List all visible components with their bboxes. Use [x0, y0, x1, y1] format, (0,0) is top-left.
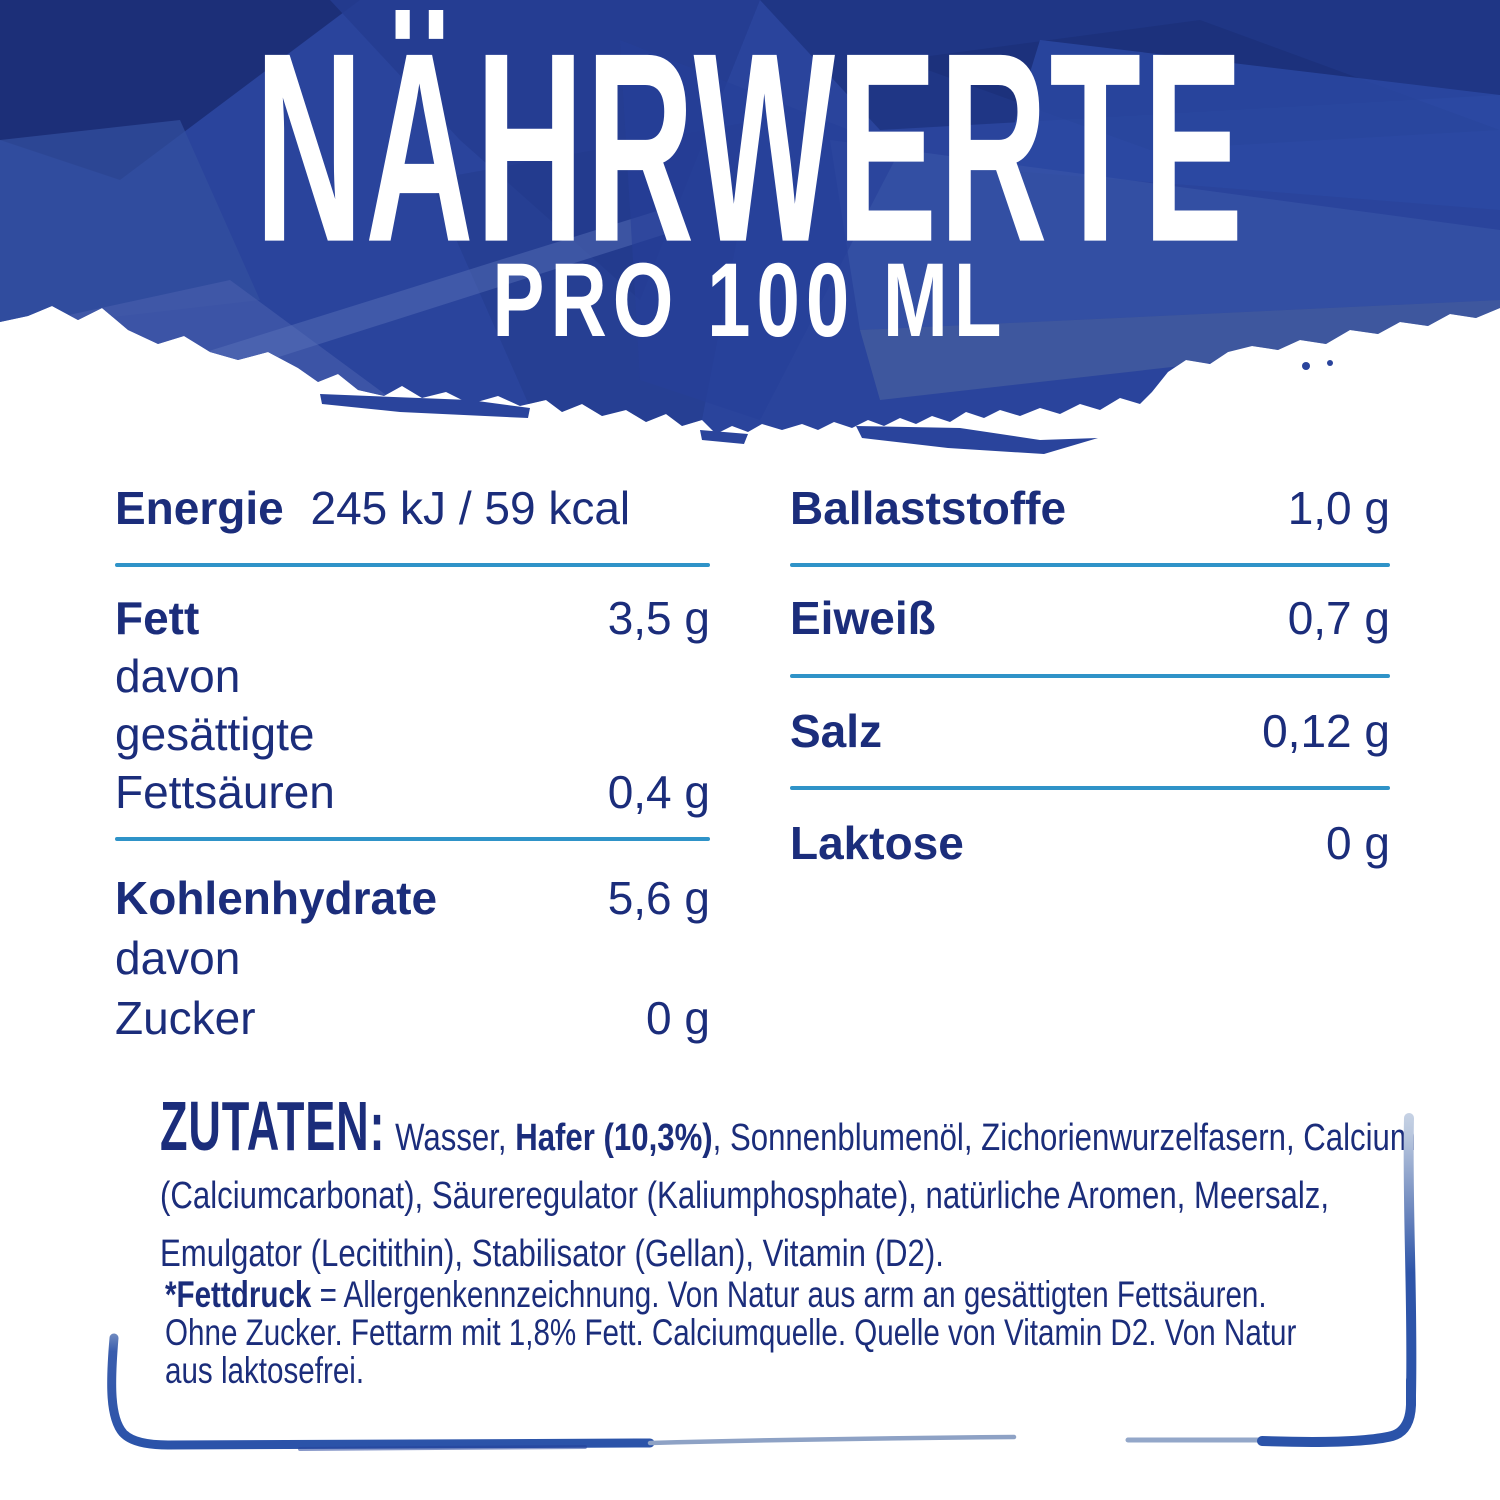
row-kohlenhydrate: Kohlenhydrate 5,6 g — [115, 869, 710, 927]
divider — [790, 786, 1390, 790]
kohlenhydrate-value: 5,6 g — [607, 872, 710, 924]
footnote-line1-bold: *Fettdruck — [165, 1274, 312, 1315]
kohlenhydrate-label: Kohlenhydrate — [115, 872, 438, 924]
eiweiss-value: 0,7 g — [1287, 592, 1390, 644]
page-title: NÄHRWERTE — [254, 0, 1246, 299]
row-energie: Energie 245 kJ / 59 kcal — [115, 479, 710, 537]
eiweiss-label: Eiweiß — [790, 592, 936, 644]
fett-sub-line1: davon — [115, 650, 241, 702]
footnote-line3: aus laktosefrei. — [165, 1350, 365, 1391]
salz-label: Salz — [790, 705, 883, 757]
row-fett-sub1: davon — [115, 647, 710, 705]
ingredients-line3: Emulgator (Lecitithin), Stabilisator (Ge… — [160, 1233, 944, 1275]
row-eiweiss: Eiweiß 0,7 g — [790, 589, 1390, 647]
ingredients-line1: ZUTATEN: Wasser, Hafer (10,3%), Sonnenblu… — [160, 1090, 1416, 1167]
row-fett-sub3: Fettsäuren 0,4 g — [115, 763, 710, 821]
fett-sub-line2: gesättigte — [115, 708, 315, 760]
fett-label: Fett — [115, 592, 200, 644]
footnote-line1: *Fettdruck = Allergenkennzeichnung. Von … — [165, 1276, 1381, 1314]
ballaststoffe-value: 1,0 g — [1287, 482, 1390, 534]
kohlenhydrate-sub-line2: Zucker — [115, 992, 256, 1044]
row-kohlenhydrate-sub2: Zucker 0 g — [115, 989, 710, 1047]
kohlenhydrate-sub-line1: davon — [115, 932, 241, 984]
ingredients-line1-pre: Wasser, — [395, 1117, 516, 1159]
ingredients-section: ZUTATEN: Wasser, Hafer (10,3%), Sonnenblu… — [160, 1090, 1416, 1283]
ingredients-line1-bold: Hafer (10,3%) — [515, 1117, 713, 1159]
page-subtitle: PRO 100 ML — [492, 240, 1008, 360]
row-laktose: Laktose 0 g — [790, 814, 1390, 872]
fett-value: 3,5 g — [607, 592, 710, 644]
footnote-line2: Ohne Zucker. Fettarm mit 1,8% Fett. Calc… — [165, 1312, 1297, 1353]
energie-value: 245 kJ / 59 kcal — [310, 482, 631, 534]
laktose-label: Laktose — [790, 817, 964, 869]
divider — [115, 837, 710, 841]
salz-value: 0,12 g — [1262, 705, 1390, 757]
kohlenhydrate-sub-value: 0 g — [646, 992, 710, 1044]
footnote-line1-rest: = Allergenkennzeichnung. Von Natur aus a… — [311, 1274, 1267, 1315]
row-kohlenhydrate-sub1: davon — [115, 929, 710, 987]
fett-sub-value: 0,4 g — [607, 766, 710, 818]
divider — [790, 563, 1390, 567]
row-fett: Fett 3,5 g — [115, 589, 710, 647]
laktose-value: 0 g — [1326, 817, 1390, 869]
energie-label: Energie — [115, 482, 284, 534]
ballaststoffe-label: Ballaststoffe — [790, 482, 1067, 534]
ingredients-line2: (Calciumcarbonat), Säureregulator (Kaliu… — [160, 1175, 1330, 1217]
ingredients-heading: ZUTATEN: — [160, 1087, 386, 1166]
footnote-section: *Fettdruck = Allergenkennzeichnung. Von … — [165, 1276, 1381, 1390]
divider — [790, 674, 1390, 678]
fett-sub-line3: Fettsäuren — [115, 766, 335, 818]
banner-brush-texture — [0, 0, 1500, 454]
row-ballaststoffe: Ballaststoffe 1,0 g — [790, 479, 1390, 537]
divider — [115, 563, 710, 567]
row-fett-sub2: gesättigte — [115, 705, 710, 763]
ingredients-line1-post: , Sonnenblumenöl, Zichorienwurzelfasern,… — [712, 1117, 1416, 1159]
row-salz: Salz 0,12 g — [790, 702, 1390, 760]
